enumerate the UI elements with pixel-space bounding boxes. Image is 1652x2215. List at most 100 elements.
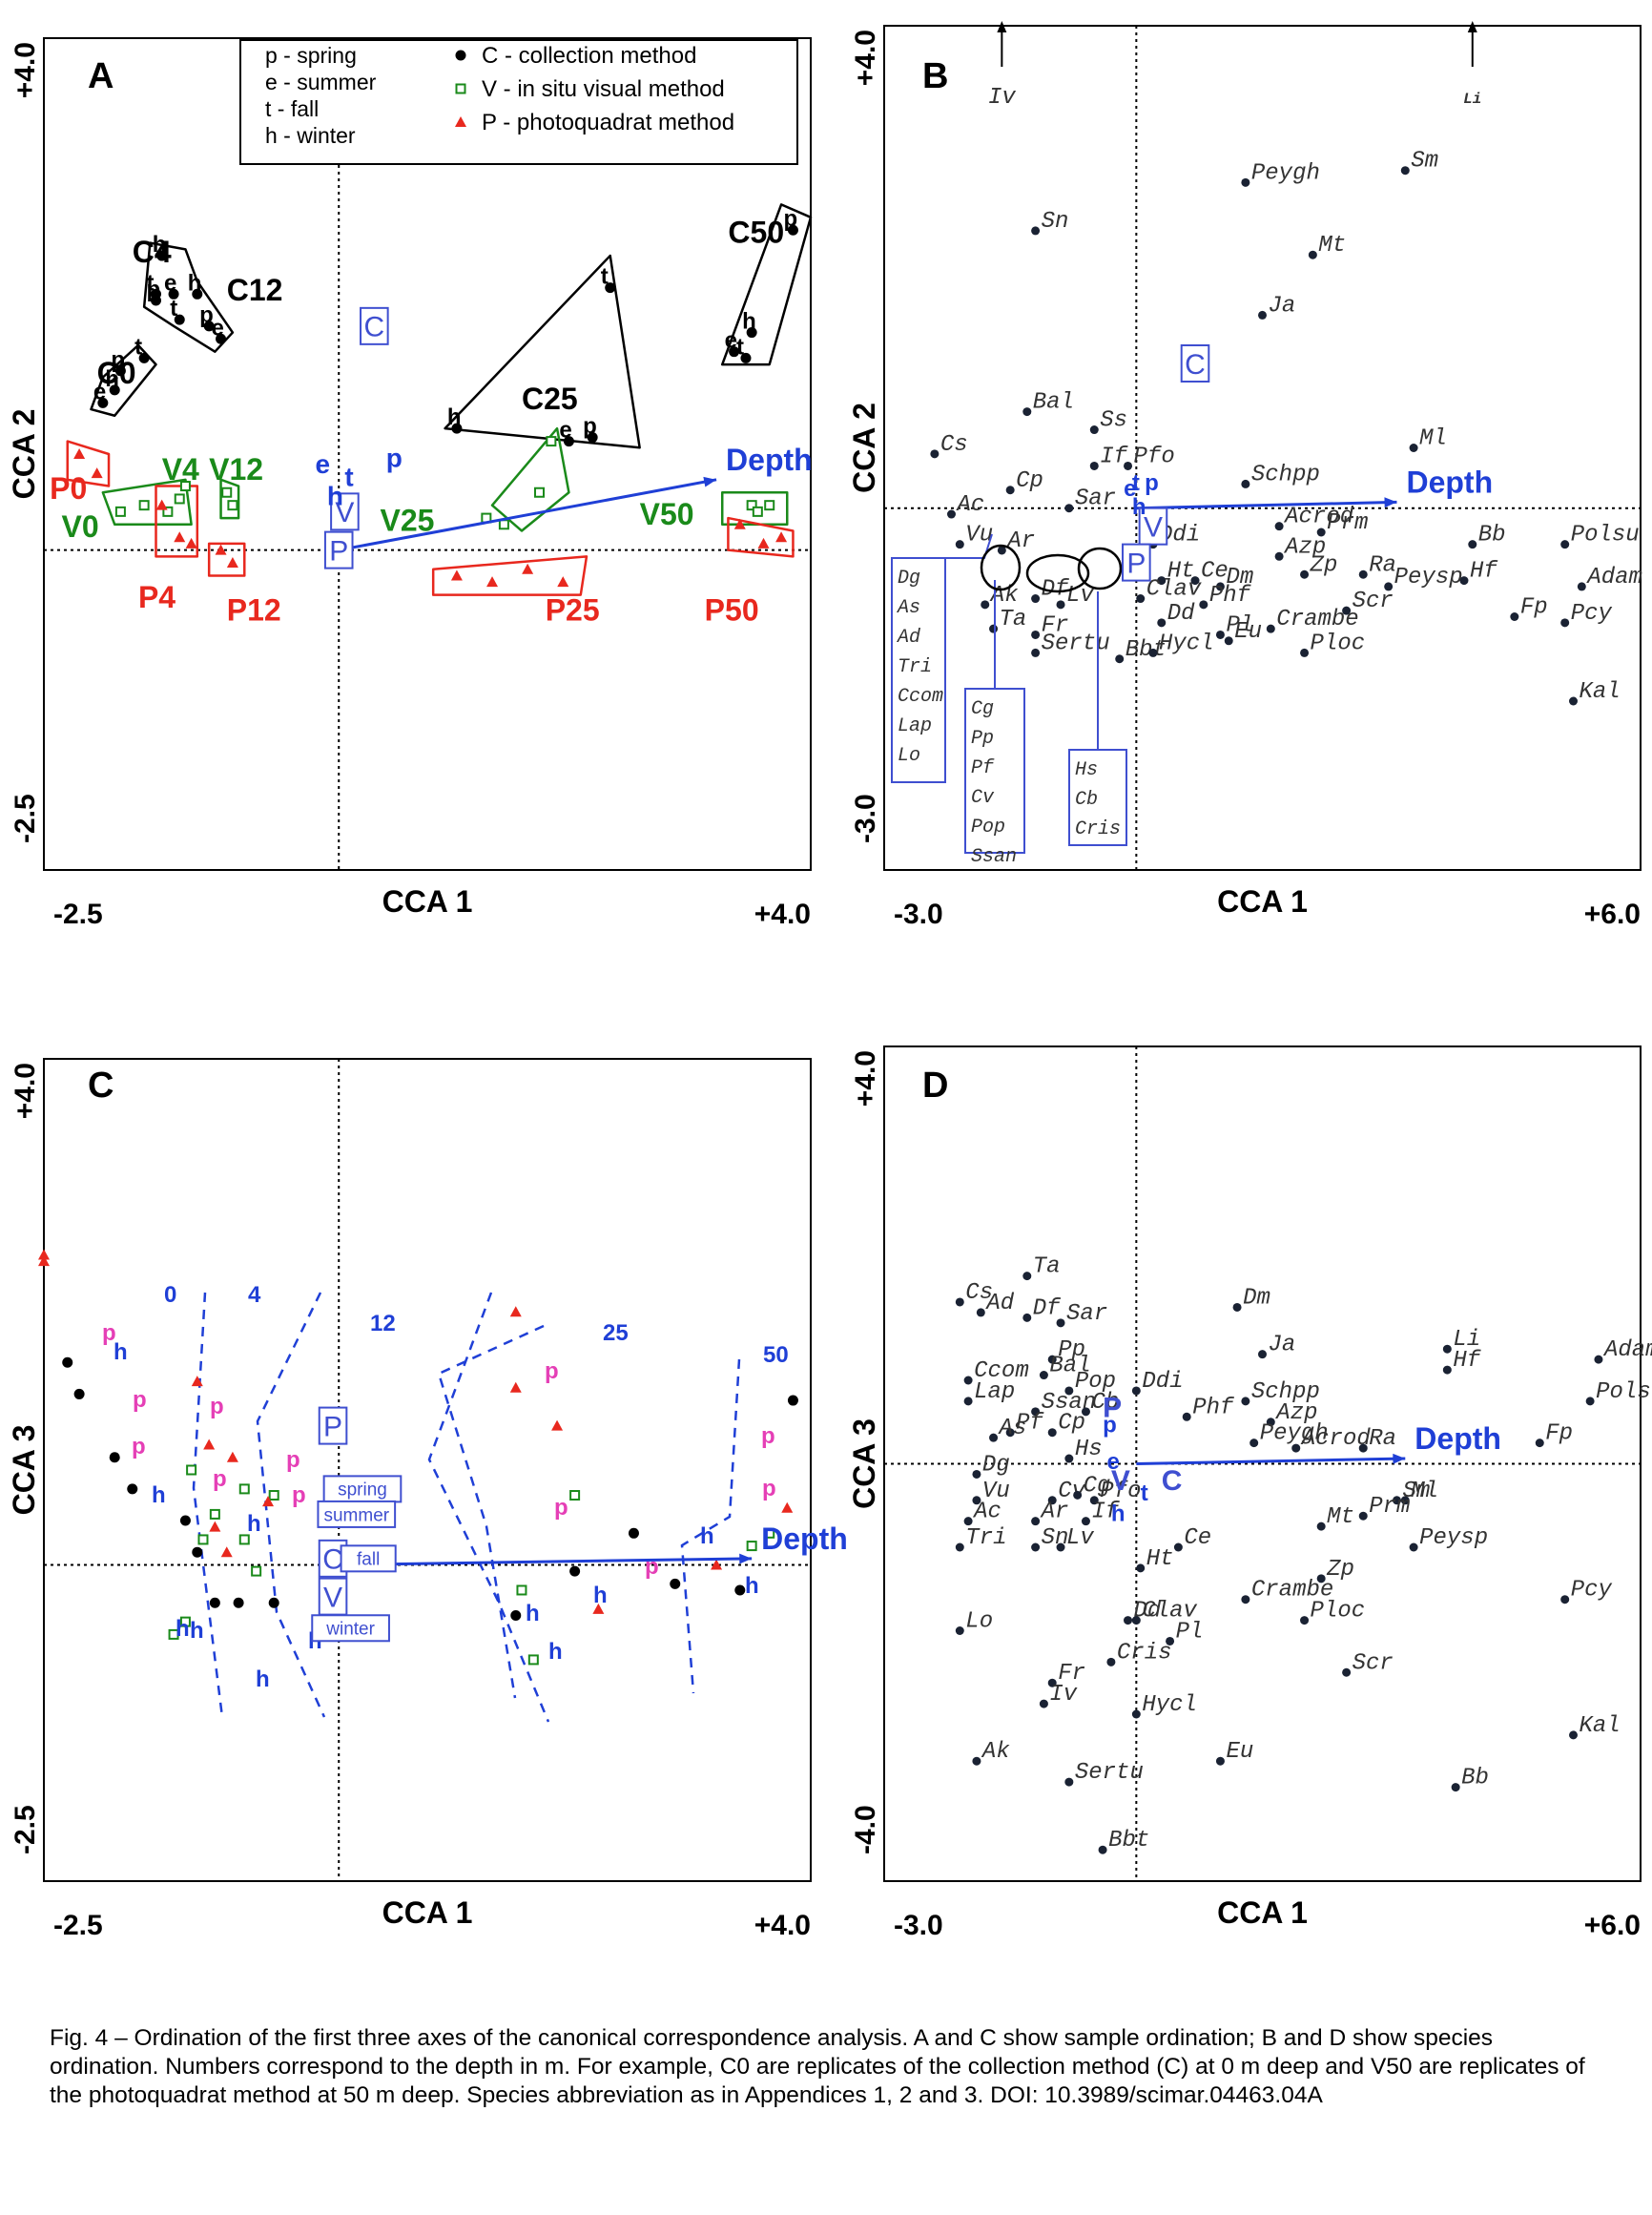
point-collection: [203, 321, 215, 332]
season-letter: t: [170, 296, 177, 321]
species-point: [1089, 425, 1099, 435]
point-photo: [509, 1381, 522, 1393]
species-label: Ta: [1033, 1254, 1061, 1280]
season-letter: p: [213, 1466, 227, 1492]
species-label: Ja: [1269, 293, 1296, 319]
point-photo: [262, 1496, 275, 1507]
season-letter: h: [188, 270, 202, 296]
species-point: [1031, 594, 1041, 604]
species-point: [1316, 1522, 1326, 1531]
depth-zone-label: 25: [603, 1320, 629, 1346]
depth-zone-label: 0: [164, 1282, 176, 1308]
species-label: Bal: [1033, 390, 1074, 416]
centroid-label: winter: [325, 1620, 375, 1640]
y-axis-label: CCA 2: [847, 403, 881, 493]
centroid-label: C: [1185, 349, 1206, 381]
point-visual: [527, 1654, 539, 1666]
point-collection: [73, 1388, 85, 1399]
season-centroid: t: [1132, 470, 1140, 496]
centroid-label: P: [1103, 1392, 1122, 1423]
point-collection: [62, 1356, 73, 1368]
depth-zone-boundary: [427, 1292, 550, 1723]
season-letter: h: [114, 1339, 128, 1365]
species-point: [1031, 1517, 1041, 1526]
season-centroid: e: [315, 449, 330, 479]
y-tick-min: -2.5: [10, 1805, 41, 1854]
species-label: Pfo: [1134, 444, 1175, 469]
group-outline: [720, 203, 813, 366]
group-label: C4: [133, 235, 172, 269]
season-letter: h: [700, 1523, 714, 1549]
species-point: [1241, 1595, 1250, 1604]
centroid-label: P: [1126, 548, 1146, 579]
point-visual: [251, 1565, 262, 1577]
centroid-box: [340, 1544, 397, 1573]
season-letter: h: [153, 232, 167, 258]
point-collection: [179, 1515, 191, 1526]
centroid-box: [318, 1577, 348, 1616]
point-photo: [91, 467, 103, 479]
depth-arrow-head: [1393, 1453, 1406, 1464]
centroid-label: fall: [357, 1550, 380, 1570]
point-photo: [209, 1521, 221, 1532]
species-point: [1047, 1355, 1057, 1364]
species-label: Adam: [1585, 565, 1642, 590]
point-visual: [498, 519, 509, 530]
species-label: Fp: [1520, 595, 1548, 621]
centroid-box: [1122, 543, 1151, 582]
species-point: [1005, 486, 1015, 495]
species-point: [1124, 1616, 1133, 1625]
y-tick-min: -3.0: [850, 794, 881, 843]
species-label: Phf: [1192, 1395, 1234, 1420]
season-letter: t: [147, 270, 155, 296]
group-label: P50: [705, 592, 759, 627]
species-point: [1409, 1542, 1418, 1552]
species-point: [1266, 1418, 1275, 1427]
point-photo: [775, 531, 788, 543]
group-outline: [101, 478, 193, 527]
season-centroid: e: [1124, 476, 1136, 502]
species-point: [1560, 540, 1570, 549]
centroid-box: [311, 1614, 390, 1643]
species-point: [1300, 1616, 1310, 1625]
point-visual: [746, 1541, 757, 1552]
species-point: [1569, 696, 1579, 706]
depth-arrow-line: [338, 478, 717, 552]
group-outline: [444, 254, 641, 449]
x-axis-label: CCA 1: [1217, 1895, 1308, 1930]
species-label: Clav: [1146, 577, 1202, 603]
panel-b: B -3.0 +6.0 CCA 1 +4.0 -3.0 CCA 2 Peygh Sm Sn Mt Ja…: [847, 21, 1642, 930]
species-point: [1131, 1386, 1141, 1396]
point-photo: [174, 531, 186, 543]
species-point: [946, 509, 956, 519]
species-group-item: Ccom: [898, 686, 943, 708]
species-label: Li: [1453, 1327, 1480, 1353]
season-letter: p: [545, 1358, 559, 1384]
point-photo: [455, 116, 466, 127]
season-letter: h: [447, 404, 462, 430]
x-tick-max: +4.0: [754, 1910, 811, 1941]
species-point: [1089, 1496, 1099, 1505]
species-point: [1022, 407, 1032, 417]
point-collection: [787, 1395, 798, 1406]
species-point: [1384, 582, 1394, 591]
group-label: P25: [546, 592, 600, 627]
season-letter: p: [292, 1482, 306, 1508]
species-label: Zp: [1310, 552, 1338, 578]
centroid-box: [317, 1500, 397, 1528]
legend-season: e - summer: [265, 70, 377, 94]
point-visual: [197, 1534, 209, 1545]
species-point: [981, 600, 990, 610]
species-point: [1005, 1428, 1015, 1438]
point-collection: [670, 1578, 681, 1589]
centroid-label: C: [364, 312, 385, 343]
species-label: Ac: [972, 1500, 1002, 1525]
season-centroid: e: [1106, 1449, 1119, 1475]
species-label: Sar: [1066, 1301, 1107, 1327]
species-point: [1451, 1783, 1460, 1792]
point-visual: [534, 486, 546, 498]
species-point: [1358, 1511, 1368, 1521]
centroid-label: summer: [323, 1505, 389, 1525]
species-label: Ra: [1369, 552, 1396, 578]
